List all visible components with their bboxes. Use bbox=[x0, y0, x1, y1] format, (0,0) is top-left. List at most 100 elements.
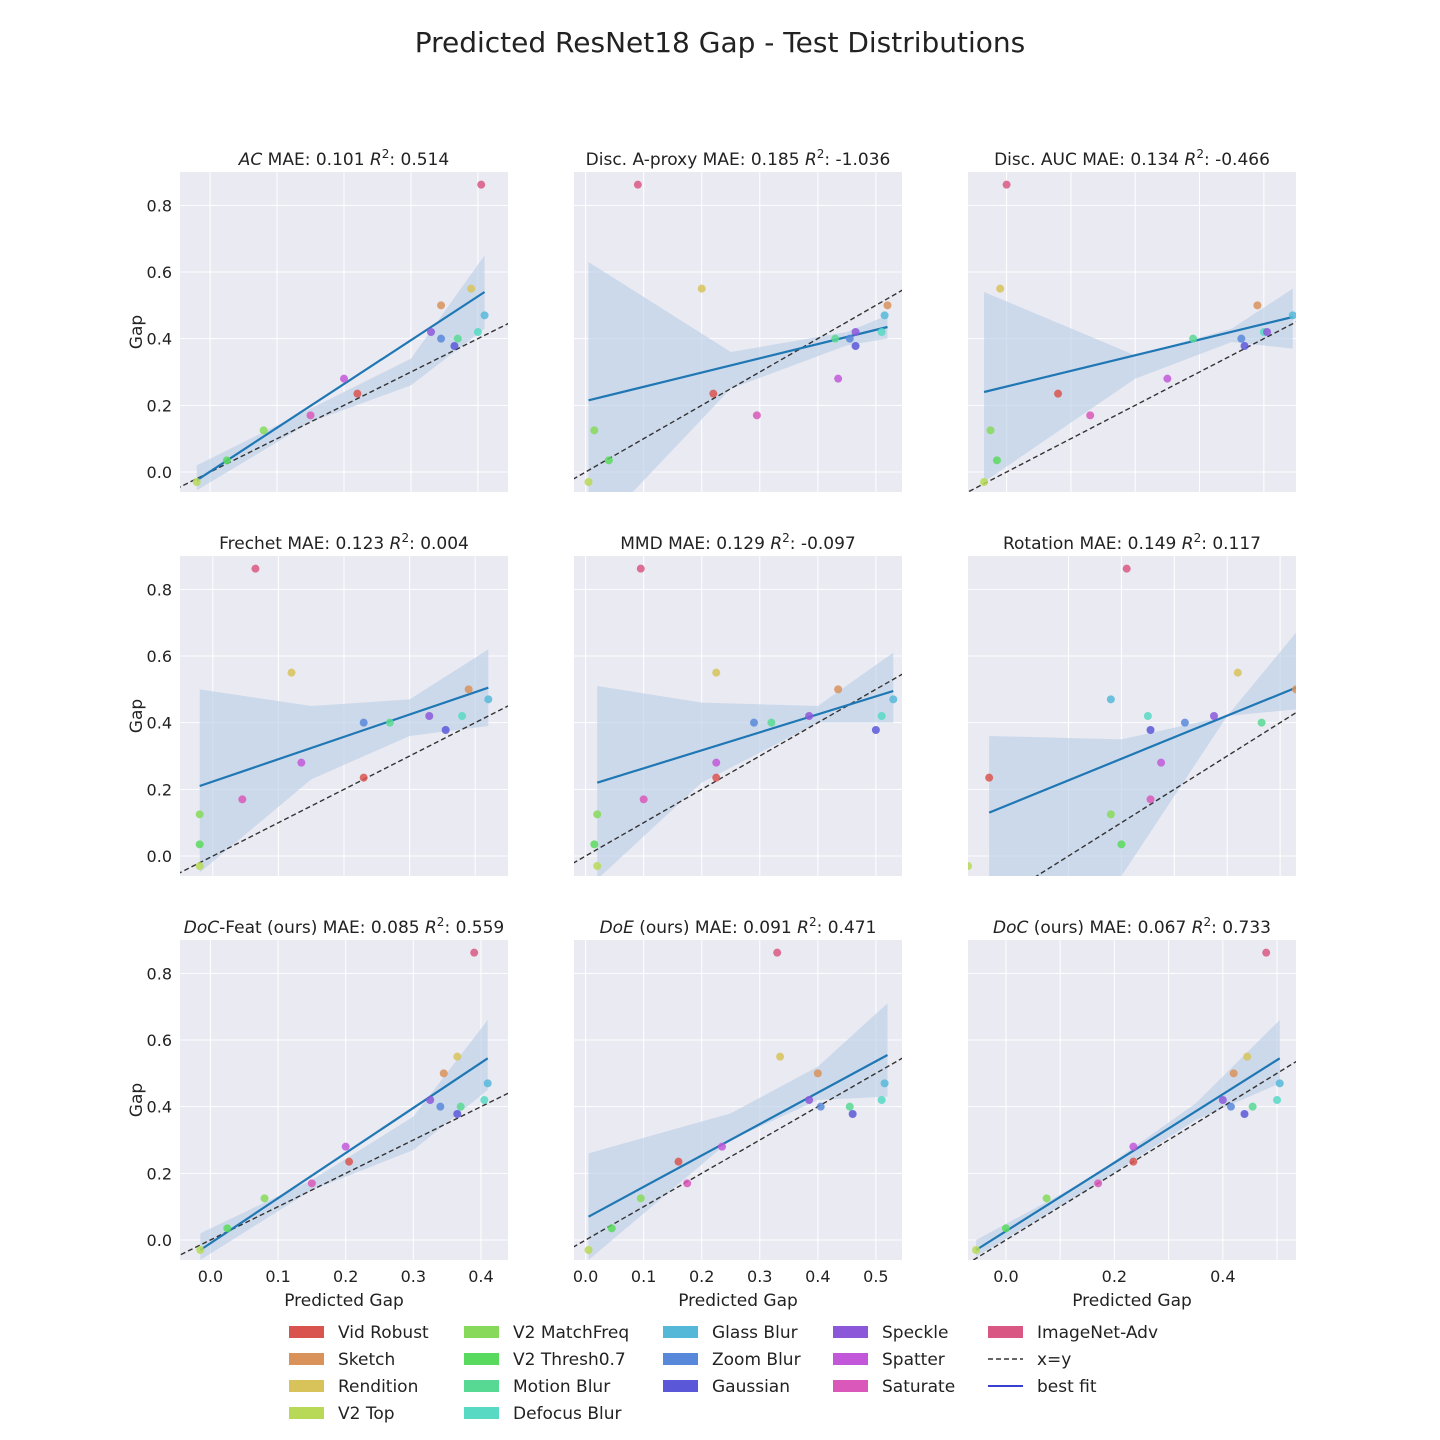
point-v2-top bbox=[972, 1246, 981, 1254]
legend-label: V2 MatchFreq bbox=[513, 1323, 629, 1343]
legend-item: Spatter bbox=[833, 1350, 945, 1370]
subplot-6: Rotation MAE: 0.149 R2: 0.117 bbox=[968, 531, 1296, 876]
r2-value: : -0.097 bbox=[790, 534, 856, 554]
point-zoom-blur bbox=[437, 334, 446, 343]
confidence-band bbox=[196, 255, 485, 491]
point-imagenet-adv bbox=[1122, 564, 1131, 573]
method-suffix: MAE: 0.185 bbox=[697, 150, 805, 170]
legend-label: Saturate bbox=[882, 1377, 955, 1397]
method-name: DoE bbox=[600, 918, 634, 938]
point-speckle bbox=[426, 1096, 435, 1104]
r2-value: : 0.559 bbox=[444, 918, 504, 938]
method-suffix: MAE: 0.134 bbox=[1077, 150, 1185, 170]
subplot-4: 0.0 0.2 0.4 0.6 0.8 Frechet MAE: 0.123 R2: 0.… bbox=[127, 531, 508, 876]
point-spatter bbox=[718, 1142, 727, 1151]
y-tick-label: 0.2 bbox=[147, 780, 172, 799]
r2-symbol: R bbox=[797, 918, 809, 938]
point-gaussian bbox=[871, 726, 880, 734]
point-rendition bbox=[996, 284, 1005, 293]
x-axis-label: Predicted Gap bbox=[678, 1291, 798, 1311]
x-axis-label: Predicted Gap bbox=[284, 1291, 404, 1311]
point-spatter bbox=[341, 1142, 350, 1151]
legend-swatch bbox=[833, 1326, 868, 1338]
method-name: DoC bbox=[993, 918, 1028, 938]
point-speckle bbox=[1218, 1096, 1227, 1104]
r2-exponent: 2 bbox=[401, 531, 409, 545]
legend-swatch bbox=[464, 1380, 499, 1392]
point-zoom-blur bbox=[436, 1102, 445, 1111]
method-suffix: MAE: 0.149 bbox=[1074, 534, 1182, 554]
legend-item: Glass Blur bbox=[663, 1323, 798, 1343]
point-glass-blur bbox=[1275, 1079, 1284, 1088]
y-tick-label: 0.4 bbox=[147, 714, 172, 733]
plot-content bbox=[574, 948, 902, 1260]
y-tick-label: 0.0 bbox=[147, 847, 172, 866]
point-sketch bbox=[464, 685, 473, 694]
legend-item: Sketch bbox=[289, 1350, 395, 1370]
legend-item: Zoom Blur bbox=[663, 1350, 801, 1370]
confidence-band bbox=[989, 632, 1296, 876]
point-defocus-blur bbox=[1273, 1096, 1282, 1104]
point-vid-robust bbox=[345, 1157, 354, 1166]
legend-swatch bbox=[289, 1353, 324, 1365]
point-defocus-blur bbox=[877, 328, 886, 336]
point-vid-robust bbox=[712, 773, 721, 782]
point-imagenet-adv bbox=[1262, 948, 1271, 957]
y-tick-label: 0.8 bbox=[147, 196, 172, 215]
legend-swatch bbox=[663, 1380, 698, 1392]
point-imagenet-adv bbox=[636, 564, 645, 573]
point-zoom-blur bbox=[359, 718, 368, 727]
point-speckle bbox=[1210, 712, 1218, 720]
point-v2-top bbox=[968, 862, 972, 870]
point-v2-matchfreq bbox=[1042, 1194, 1051, 1203]
r2-symbol: R bbox=[370, 150, 382, 170]
point-gaussian bbox=[851, 342, 860, 350]
legend-label: ImageNet-Adv bbox=[1037, 1323, 1158, 1343]
point-v2-matchfreq bbox=[259, 426, 268, 435]
y-axis-label: Gap bbox=[127, 315, 147, 349]
subplot-1: 0.0 0.2 0.4 0.6 0.8 AC MAE: 0.101 R2: 0.514 Ga… bbox=[127, 147, 508, 492]
plot-content bbox=[574, 564, 902, 876]
plot-content bbox=[968, 180, 1296, 492]
legend-item-fit: best fit bbox=[988, 1377, 1097, 1397]
legend-swatch bbox=[833, 1380, 868, 1392]
y-tick-label: 0.6 bbox=[147, 263, 172, 282]
point-gaussian bbox=[453, 1110, 462, 1118]
legend-swatch bbox=[289, 1326, 324, 1338]
method-name: DoC bbox=[184, 918, 219, 938]
r2-symbol: R bbox=[1182, 534, 1194, 554]
x-axis-label: Predicted Gap bbox=[1072, 1291, 1192, 1311]
y-tick-label: 0.2 bbox=[147, 1164, 172, 1183]
legend-item: Saturate bbox=[833, 1377, 955, 1397]
point-rendition bbox=[467, 284, 476, 293]
subplot-9: 0.0 0.2 0.4 DoC (ours) MAE: 0.067 R2: 0.733… bbox=[968, 915, 1296, 1311]
point-sketch bbox=[439, 1069, 448, 1078]
point-rendition bbox=[287, 668, 296, 677]
point-sketch bbox=[813, 1069, 822, 1078]
point-spatter bbox=[1163, 374, 1172, 383]
r2-symbol: R bbox=[1185, 150, 1197, 170]
point-v2-top bbox=[196, 1246, 205, 1254]
point-gaussian bbox=[450, 342, 459, 350]
r2-exponent: 2 bbox=[382, 147, 390, 161]
y-tick-label: 0.0 bbox=[147, 463, 172, 482]
point-imagenet-adv bbox=[470, 948, 479, 957]
point-motion-blur bbox=[453, 334, 462, 343]
point-saturate bbox=[1146, 795, 1155, 804]
legend-label: V2 Top bbox=[338, 1404, 395, 1424]
point-v2-top bbox=[593, 862, 602, 870]
legend-item: Motion Blur bbox=[464, 1377, 610, 1397]
point-motion-blur bbox=[831, 334, 840, 343]
best-fit-line bbox=[199, 686, 489, 788]
y-tick-label: 0.8 bbox=[147, 580, 172, 599]
x-tick-label: 0.2 bbox=[1102, 1267, 1127, 1286]
subplot-grid: 0.00.20.40.60.8AC MAE: 0.101 R2: 0.514Ga… bbox=[127, 147, 1296, 1311]
point-zoom-blur bbox=[1226, 1102, 1235, 1111]
point-v2-matchfreq bbox=[986, 426, 995, 435]
y-axis-label: Gap bbox=[127, 699, 147, 733]
r2-value: : 0.514 bbox=[389, 150, 449, 170]
point-glass-blur bbox=[1106, 695, 1115, 704]
r2-exponent: 2 bbox=[1196, 147, 1204, 161]
r2-value: : 0.471 bbox=[817, 918, 877, 938]
method-name: Disc. AUC bbox=[994, 150, 1077, 170]
